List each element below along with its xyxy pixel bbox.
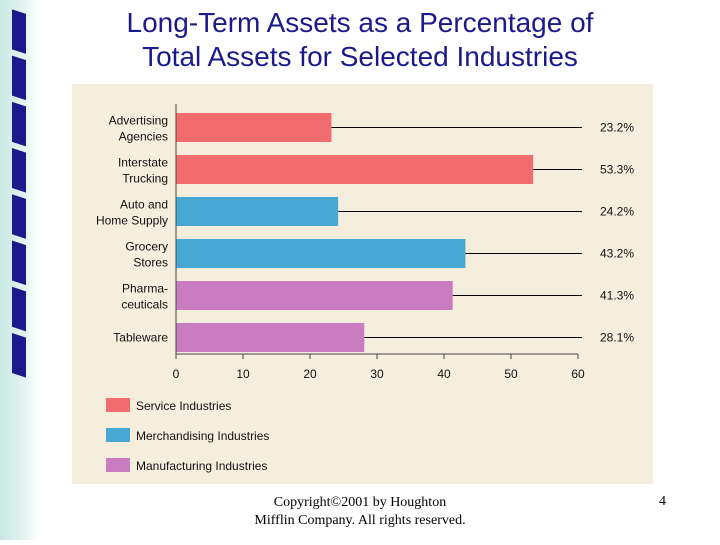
- category-label: Agencies: [119, 130, 168, 144]
- decorative-block: [12, 9, 26, 54]
- decorative-blocks: [12, 9, 26, 378]
- decorative-block: [12, 55, 26, 101]
- left-decorative-strip: [0, 0, 40, 540]
- category-label: Tableware: [113, 331, 168, 345]
- category-label: Pharma-: [122, 282, 168, 296]
- bar: [176, 155, 534, 184]
- x-tick-label: 20: [303, 367, 317, 381]
- bar: [176, 113, 332, 142]
- decorative-block: [12, 286, 26, 332]
- x-tick-label: 60: [571, 367, 585, 381]
- legend-label: Service Industries: [136, 399, 231, 413]
- bar: [176, 197, 339, 226]
- footer-line-1: Copyright©2001 by Houghton: [273, 495, 447, 510]
- decorative-block: [12, 101, 26, 147]
- value-label: 23.2%: [600, 121, 634, 135]
- x-tick-label: 30: [370, 367, 384, 381]
- title-line-2: Total Assets for Selected Industries: [142, 41, 578, 72]
- copyright-footer: Copyright©2001 by Houghton Mifflin Compa…: [240, 494, 480, 530]
- value-label: 53.3%: [600, 163, 634, 177]
- value-label: 28.1%: [600, 331, 634, 345]
- legend-label: Merchandising Industries: [136, 429, 269, 443]
- x-tick-label: 10: [236, 367, 250, 381]
- bar: [176, 239, 466, 268]
- decorative-block: [12, 333, 26, 378]
- bar: [176, 323, 365, 352]
- x-tick-label: 50: [504, 367, 518, 381]
- bar-chart: Advertising Agencies 23.2% Interstate Trucki…: [96, 104, 634, 473]
- legend-label: Manufacturing Industries: [136, 459, 267, 473]
- x-tick-label: 0: [173, 367, 180, 381]
- footer-line-2: Mifflin Company. All rights reserved.: [254, 513, 466, 528]
- value-label: 41.3%: [600, 289, 634, 303]
- slide-title: Long-Term Assets as a Percentage of Tota…: [60, 6, 660, 74]
- category-label: Interstate: [118, 156, 168, 170]
- category-label: Auto and: [120, 198, 168, 212]
- bar: [176, 281, 453, 310]
- decorative-block: [12, 148, 26, 193]
- category-label: ceuticals: [121, 298, 168, 312]
- category-label: Trucking: [122, 172, 168, 186]
- value-label: 24.2%: [600, 205, 634, 219]
- legend-swatch: [106, 458, 130, 472]
- category-label: Stores: [133, 256, 168, 270]
- x-tick-label: 40: [437, 367, 451, 381]
- title-line-1: Long-Term Assets as a Percentage of: [126, 7, 594, 38]
- category-label: Grocery: [125, 240, 168, 254]
- decorative-block: [12, 240, 26, 286]
- chart-panel: Advertising Agencies 23.2% Interstate Trucki…: [72, 84, 653, 484]
- value-label: 43.2%: [600, 247, 634, 261]
- category-label: Home Supply: [96, 214, 168, 228]
- page-number: 4: [659, 494, 666, 509]
- category-label: Advertising: [109, 114, 168, 128]
- legend-swatch: [106, 398, 130, 412]
- decorative-block: [12, 194, 26, 239]
- legend-swatch: [106, 428, 130, 442]
